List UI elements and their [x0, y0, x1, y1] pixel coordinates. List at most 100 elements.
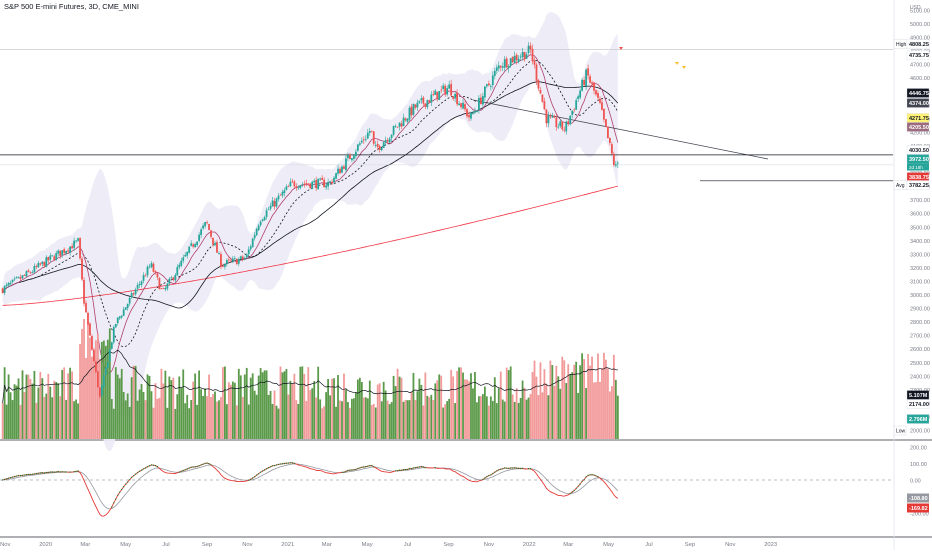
- volume-bar: [237, 368, 240, 439]
- volume: [1, 318, 619, 439]
- candle-body: [27, 270, 30, 272]
- volume-bar: [33, 370, 36, 439]
- candle-body: [132, 293, 135, 295]
- badge-box: [906, 180, 930, 190]
- volume-bar: [214, 391, 216, 439]
- candle-body: [585, 69, 587, 86]
- volume-bar: [321, 408, 324, 439]
- time-tick-label: 2023: [764, 542, 777, 548]
- candle-body: [497, 65, 500, 69]
- volume-bar: [424, 372, 427, 439]
- candle-body: [222, 266, 224, 267]
- candle-body: [269, 205, 272, 209]
- candle-body: [454, 93, 457, 99]
- candle-body: [3, 286, 6, 293]
- volume-bar: [612, 354, 615, 439]
- volume-bar: [317, 366, 320, 439]
- candle-body: [114, 323, 117, 328]
- volume-bar: [519, 397, 522, 439]
- time-tick-label: 2021: [281, 542, 294, 548]
- oscillator: [1, 462, 619, 517]
- volume-bar: [325, 392, 328, 439]
- badge-text: 4205.50: [909, 125, 929, 131]
- badge-label-text: Avg: [896, 183, 905, 189]
- candle-body: [416, 102, 419, 108]
- ma-20-line: [2, 59, 619, 348]
- candle-body: [315, 179, 318, 189]
- candle-body: [198, 234, 201, 241]
- badge-sub-box: [907, 163, 929, 171]
- candle-body: [255, 228, 258, 236]
- candle-body: [126, 303, 129, 309]
- volume-bar: [55, 381, 58, 439]
- badge-box: [906, 399, 930, 409]
- badge-text: -169.82: [909, 506, 928, 512]
- badge-text: 3838.75: [909, 175, 929, 181]
- candle-body: [192, 244, 195, 247]
- candle-body: [98, 387, 101, 397]
- time-tick-label: Jul: [404, 542, 411, 548]
- volume-bar: [454, 403, 457, 439]
- badge-sub-text: 2d 18h: [909, 165, 923, 170]
- candle-body: [295, 186, 298, 188]
- volume-bar: [575, 361, 578, 439]
- candle-body: [29, 272, 32, 274]
- candle-body: [237, 259, 240, 264]
- volume-bar: [210, 396, 212, 439]
- price-tick-label: 5100.00: [910, 8, 930, 14]
- candle-body: [503, 59, 506, 68]
- volume-bar: [154, 383, 157, 439]
- candle-body: [521, 51, 524, 58]
- candle-body: [194, 244, 197, 248]
- volume-bar: [148, 375, 151, 439]
- candle-body: [59, 250, 62, 256]
- candle-body: [549, 116, 552, 118]
- candle-body: [15, 277, 18, 279]
- osc-tick-label: 0.00: [910, 479, 921, 485]
- candle-body: [41, 261, 44, 264]
- candle-body: [307, 183, 310, 185]
- volume-bar: [17, 378, 20, 439]
- volume-bar: [390, 402, 393, 439]
- candle-body: [343, 166, 345, 169]
- volume-bar: [610, 386, 613, 439]
- candle-body: [408, 107, 411, 120]
- candle-body: [480, 97, 482, 105]
- candle-body: [235, 258, 238, 265]
- volume-bar: [45, 393, 48, 439]
- candle-body: [120, 315, 123, 318]
- price-tick-label: 2700.00: [910, 334, 930, 340]
- candle-body: [495, 67, 498, 71]
- volume-bar: [144, 400, 147, 439]
- volume-bar: [283, 371, 286, 439]
- price-band: [2, 12, 618, 451]
- volume-bar: [339, 400, 341, 439]
- volume-bar: [444, 404, 447, 439]
- volume-bar: [561, 356, 564, 439]
- candle-body: [124, 307, 127, 310]
- candle-body: [511, 56, 514, 63]
- volume-bar: [249, 377, 252, 439]
- volume-bar: [106, 339, 109, 439]
- candle-body: [489, 85, 492, 87]
- volume-bar: [472, 388, 474, 439]
- volume-bar: [535, 376, 538, 439]
- candle-body: [156, 273, 159, 278]
- volume-bar: [291, 383, 294, 439]
- volume-bar: [380, 401, 383, 439]
- volume-bar: [206, 396, 208, 439]
- volume-bar: [128, 406, 131, 439]
- time-tick-label: May: [120, 542, 131, 548]
- volume-bar: [579, 365, 582, 439]
- volume-bar: [418, 378, 421, 439]
- volume-bar: [267, 394, 270, 439]
- candle-body: [341, 166, 343, 173]
- volume-bar: [216, 401, 218, 439]
- volume-bar: [79, 343, 81, 439]
- time-tick-label: May: [362, 542, 373, 548]
- candle-body: [227, 259, 230, 261]
- volume-bar: [168, 376, 171, 439]
- candle-body: [210, 230, 212, 237]
- volume-bar: [19, 404, 22, 439]
- candle-body: [474, 111, 476, 113]
